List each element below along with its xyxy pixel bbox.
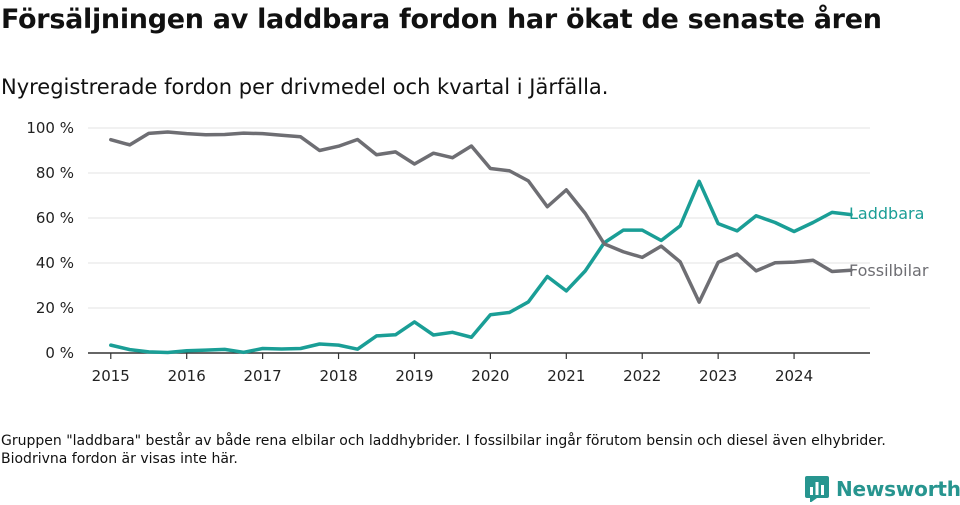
x-tick-label: 2021 [547, 367, 585, 385]
x-tick-label: 2024 [775, 367, 813, 385]
y-tick-label: 40 % [36, 254, 74, 272]
x-tick-label: 2023 [699, 367, 737, 385]
y-axis-ticks: 0 % 20 % 40 % 60 % 80 % 100 % [26, 119, 74, 362]
brand-name: Newsworthy [836, 477, 960, 501]
footnote: Gruppen "laddbara" består av både rena e… [1, 433, 886, 467]
series-line-fossil [109, 130, 853, 304]
gridlines [88, 127, 870, 354]
page-title: Försäljningen av laddbara fordon har öka… [1, 4, 882, 35]
brand-logo[interactable]: Newsworthy [805, 476, 960, 502]
x-tick-label: 2022 [623, 367, 661, 385]
y-tick-label: 100 % [26, 119, 74, 137]
series-label-fossil: Fossilbilar [849, 261, 929, 280]
x-tick-label: 2015 [92, 367, 130, 385]
x-tick-label: 2016 [168, 367, 206, 385]
y-tick-label: 20 % [36, 299, 74, 317]
bar-chart-icon [805, 476, 829, 502]
y-tick-label: 0 % [45, 344, 74, 362]
x-tick-label: 2017 [244, 367, 282, 385]
x-axis-ticks: 2015 2016 2017 2018 2019 2020 2021 2022 2023 2024 [92, 353, 813, 385]
series-labels: Laddbara Fossilbilar [849, 204, 929, 280]
chart-subtitle: Nyregistrerade fordon per drivmedel och … [1, 75, 609, 99]
x-tick-label: 2018 [319, 367, 357, 385]
y-tick-label: 80 % [36, 164, 74, 182]
line-chart: 0 %20 %40 %60 %80 %100 % 2015 2016 2017 201… [26, 119, 929, 385]
x-tick-label: 2020 [471, 367, 509, 385]
x-tick-label: 2019 [395, 367, 433, 385]
y-tick-label: 60 % [36, 209, 74, 227]
series-label-laddbara: Laddbara [849, 204, 924, 223]
series-lines [109, 130, 853, 355]
series-line-laddbara [109, 179, 853, 355]
